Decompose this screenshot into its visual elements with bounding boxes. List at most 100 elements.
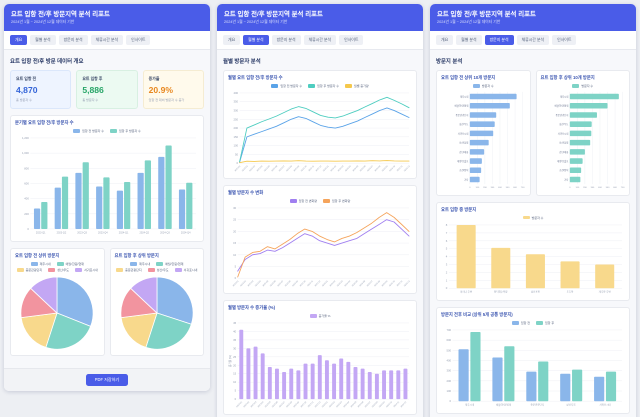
chart-legend: 제주시내 애월/한림/협재 중문관광단지 성산/우도 서귀포시내 — [15, 262, 100, 272]
chart-quarterly-bar: 분기별 요트 입항 전/후 방문자 수 입항 전 방문자 수 입항 후 방문자 수 0… — [10, 115, 204, 242]
svg-text:2023-03: 2023-03 — [250, 401, 257, 408]
legend-swatch-icon — [511, 321, 519, 325]
svg-text:10: 10 — [233, 253, 237, 257]
svg-text:30: 30 — [233, 346, 237, 350]
svg-text:2023-01: 2023-01 — [233, 280, 240, 287]
chart-pie-before: 요트 입항 전 상위 방문지 제주시내 애월/한림/협재 중문관광단지 성산/우도 서귀포… — [10, 247, 105, 356]
chart-title: 요트 입항 중 방문지 — [441, 206, 477, 212]
svg-text:20: 20 — [233, 229, 237, 233]
svg-text:0: 0 — [235, 276, 237, 280]
svg-text:2024-01: 2024-01 — [322, 401, 329, 408]
tab-3[interactable]: 체류시간 분석 — [90, 35, 124, 45]
svg-text:700: 700 — [620, 187, 624, 189]
tab-0[interactable]: 개요 — [436, 35, 454, 45]
svg-text:2024-01: 2024-01 — [322, 280, 329, 287]
legend-item: 입항 전 — [511, 321, 530, 325]
svg-text:2024-07: 2024-07 — [367, 280, 374, 287]
legend-swatch-icon — [345, 84, 352, 88]
section-title: 요트 입항 전/후 방문 데이터 개요 — [10, 59, 84, 65]
chart-legend: 방문자 수 — [541, 84, 626, 88]
legend-swatch-icon — [48, 268, 56, 272]
svg-text:2023-04: 2023-04 — [258, 401, 265, 408]
svg-text:서귀포시내: 서귀포시내 — [599, 403, 611, 407]
svg-text:150: 150 — [234, 135, 239, 139]
svg-text:600: 600 — [513, 187, 517, 189]
legend-swatch-icon — [308, 84, 316, 88]
svg-text:2024-02: 2024-02 — [329, 280, 336, 287]
tab-3[interactable]: 체류시간 분석 — [303, 35, 337, 45]
svg-text:제주시내: 제주시내 — [559, 94, 567, 98]
tab-1[interactable]: 월별 분석 — [30, 35, 56, 45]
svg-text:2023-04: 2023-04 — [255, 280, 262, 287]
svg-text:제주시내: 제주시내 — [465, 403, 475, 407]
svg-text:대정/모슬포: 대정/모슬포 — [557, 159, 568, 163]
tab-3[interactable]: 체류시간 분석 — [516, 35, 550, 45]
legend-swatch-icon — [156, 262, 164, 266]
svg-text:2024-04: 2024-04 — [345, 165, 352, 172]
tab-0-active[interactable]: 개요 — [10, 35, 28, 45]
tab-2-active[interactable]: 방문지 분석 — [484, 35, 514, 45]
svg-text:40: 40 — [233, 330, 237, 334]
svg-text:3: 3 — [446, 262, 448, 266]
stat-value: 4,870 — [16, 85, 38, 95]
tab-4[interactable]: 인사이트 — [339, 35, 364, 45]
svg-text:중문관광단지: 중문관광단지 — [530, 403, 544, 407]
svg-text:2023-10: 2023-10 — [300, 280, 307, 287]
legend-swatch-icon — [116, 268, 124, 272]
stat-card-growth: 증가율 20.9% 입항 전 대비 방문자 수 증가 — [142, 70, 204, 109]
report-header: 요트 입항 전/후 방문지역 분석 리포트 2024년 1월 ~ 2024년 1… — [430, 4, 636, 31]
svg-text:2024-10: 2024-10 — [389, 165, 396, 172]
tab-bar: 개요 월별 분석 방문지 분석 체류시간 분석 인사이트 — [4, 31, 210, 50]
svg-text:2024-10: 2024-10 — [389, 280, 396, 287]
tab-2[interactable]: 방문지 분석 — [58, 35, 88, 45]
legend-item: 서귀포시내 — [174, 268, 197, 272]
svg-text:2024-04: 2024-04 — [344, 280, 351, 287]
svg-text:2024-09: 2024-09 — [379, 401, 386, 408]
svg-text:2023-08: 2023-08 — [286, 401, 293, 408]
svg-text:2024-05: 2024-05 — [352, 280, 359, 287]
stat-sub: 총 방문자 수 — [16, 98, 32, 102]
svg-text:100: 100 — [575, 187, 579, 189]
svg-text:2023-11: 2023-11 — [308, 165, 315, 172]
svg-text:2023-02: 2023-02 — [243, 401, 250, 408]
tab-1[interactable]: 월별 분석 — [456, 35, 482, 45]
tab-0[interactable]: 개요 — [223, 35, 241, 45]
svg-text:2023-Q4: 2023-Q4 — [98, 231, 108, 234]
svg-text:2024-01: 2024-01 — [323, 165, 330, 172]
section-title: 월별 방문자 분석 — [223, 59, 261, 65]
svg-text:400: 400 — [24, 197, 29, 201]
legend-swatch-icon — [472, 84, 480, 88]
svg-text:2023-09: 2023-09 — [292, 280, 299, 287]
pdf-download-button[interactable]: PDF 저장하기 — [85, 373, 129, 386]
svg-text:표선/남원: 표선/남원 — [559, 141, 568, 145]
svg-text:2024-12: 2024-12 — [404, 165, 411, 172]
svg-text:2023-Q1: 2023-Q1 — [36, 231, 46, 234]
chart-monthly-visitors-line: 월별 요트 입항 전/후 방문자 수 입항 전 방문자 수 입항 후 방문자 수 월별… — [223, 70, 417, 180]
svg-text:5: 5 — [235, 389, 237, 393]
svg-text:0: 0 — [450, 399, 452, 403]
svg-text:25: 25 — [233, 355, 237, 359]
legend-swatch-icon — [536, 321, 543, 325]
chart-title: 방문지 전후 비교 (상위 5개 공통 방문지) — [441, 311, 513, 317]
legend-item: 입항 후 변화량 — [323, 199, 350, 203]
stat-label: 요트 입항 전 — [16, 76, 37, 81]
svg-text:8: 8 — [446, 223, 448, 227]
tab-bar: 개요 월별 분석 방문지 분석 체류시간 분석 인사이트 — [430, 31, 636, 50]
chart-legend: 방문자 수 — [441, 84, 526, 88]
legend-item: 입항 전 방문자 수 — [73, 129, 104, 133]
tab-4[interactable]: 인사이트 — [126, 35, 151, 45]
tab-2[interactable]: 방문지 분석 — [271, 35, 301, 45]
tab-4[interactable]: 인사이트 — [552, 35, 577, 45]
svg-text:2024-Q3: 2024-Q3 — [160, 231, 170, 234]
legend-swatch-icon — [289, 199, 297, 203]
svg-text:2023-11: 2023-11 — [308, 401, 315, 408]
legend-item: 제주시내 — [30, 262, 51, 266]
svg-text:2024-Q1: 2024-Q1 — [119, 231, 129, 234]
svg-text:마리나 주변: 마리나 주변 — [460, 290, 472, 294]
svg-text:성산/우도: 성산/우도 — [566, 403, 576, 407]
stat-sub: 총 방문자 수 — [82, 98, 99, 102]
svg-text:2023-12: 2023-12 — [316, 165, 323, 172]
svg-text:애월/한림/협재: 애월/한림/협재 — [496, 403, 512, 407]
tab-1-active[interactable]: 월별 분석 — [243, 35, 269, 45]
